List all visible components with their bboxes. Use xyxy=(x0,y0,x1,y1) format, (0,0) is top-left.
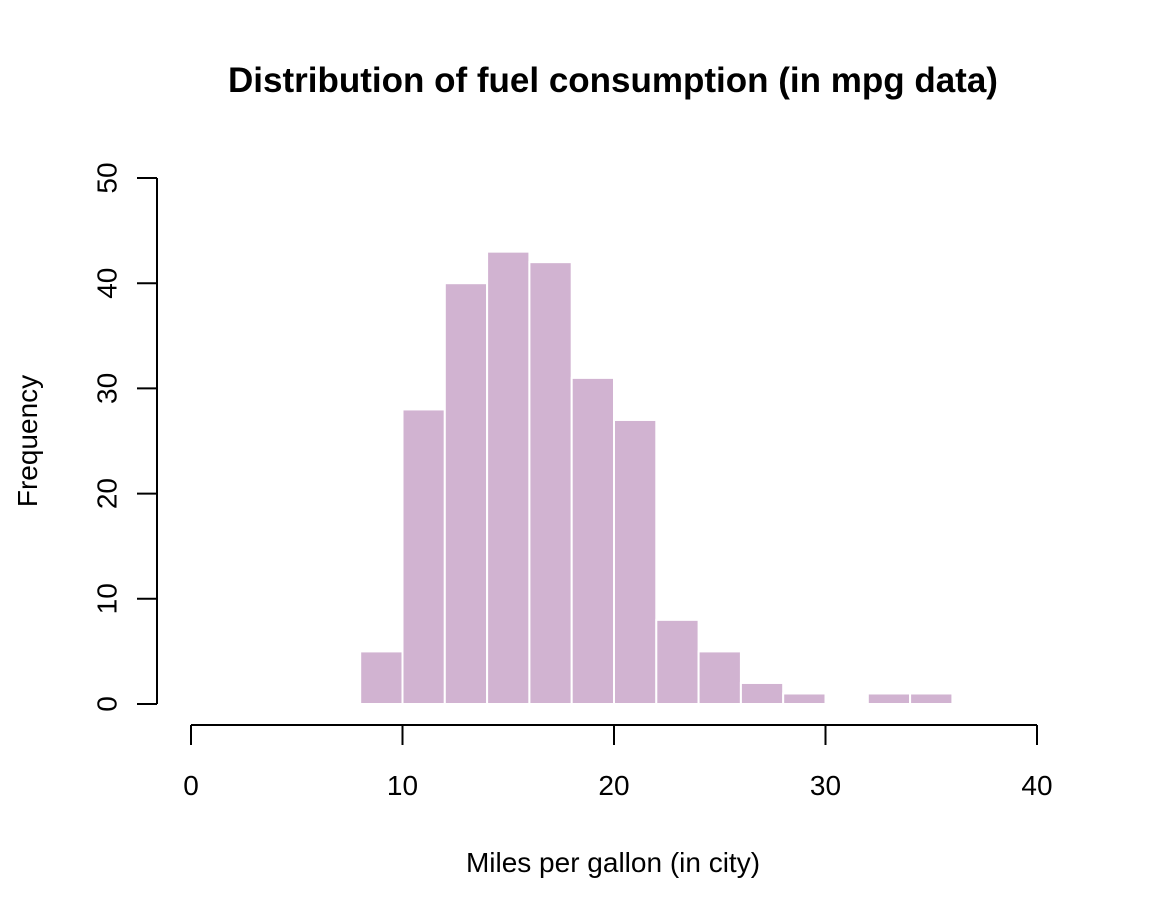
x-tick-label: 30 xyxy=(810,770,841,801)
y-tick-label: 40 xyxy=(92,268,123,299)
histogram-bar xyxy=(782,692,827,705)
histogram-bar xyxy=(443,282,489,705)
histogram-bar xyxy=(655,618,700,706)
bars-group xyxy=(359,250,954,706)
histogram-bar xyxy=(359,650,404,706)
y-tick-label: 30 xyxy=(92,373,123,404)
histogram-bar xyxy=(401,408,446,705)
y-tick-label: 20 xyxy=(92,478,123,509)
histogram-bar xyxy=(528,261,573,705)
y-tick-label: 50 xyxy=(92,162,123,193)
x-tick-label: 20 xyxy=(598,770,629,801)
x-axis-label: Miles per gallon (in city) xyxy=(466,847,760,878)
histogram-bar xyxy=(697,650,742,706)
histogram-bar xyxy=(613,418,658,705)
x-tick-label: 40 xyxy=(1021,770,1052,801)
y-tick-label: 0 xyxy=(92,696,123,712)
y-axis-label: Frequency xyxy=(12,375,43,507)
y-tick-label: 10 xyxy=(92,583,123,614)
x-tick-label: 10 xyxy=(387,770,418,801)
y-axis: 0 10 20 30 40 50 xyxy=(92,162,158,712)
histogram-bar xyxy=(866,692,912,705)
x-tick-label: 0 xyxy=(183,770,199,801)
histogram-bar xyxy=(486,250,531,705)
histogram-bar xyxy=(909,692,954,705)
histogram-bar xyxy=(739,681,785,706)
chart-title: Distribution of fuel consumption (in mpg… xyxy=(228,61,998,100)
x-axis: 0 10 20 30 40 xyxy=(183,724,1053,801)
histogram-bar xyxy=(570,376,616,705)
